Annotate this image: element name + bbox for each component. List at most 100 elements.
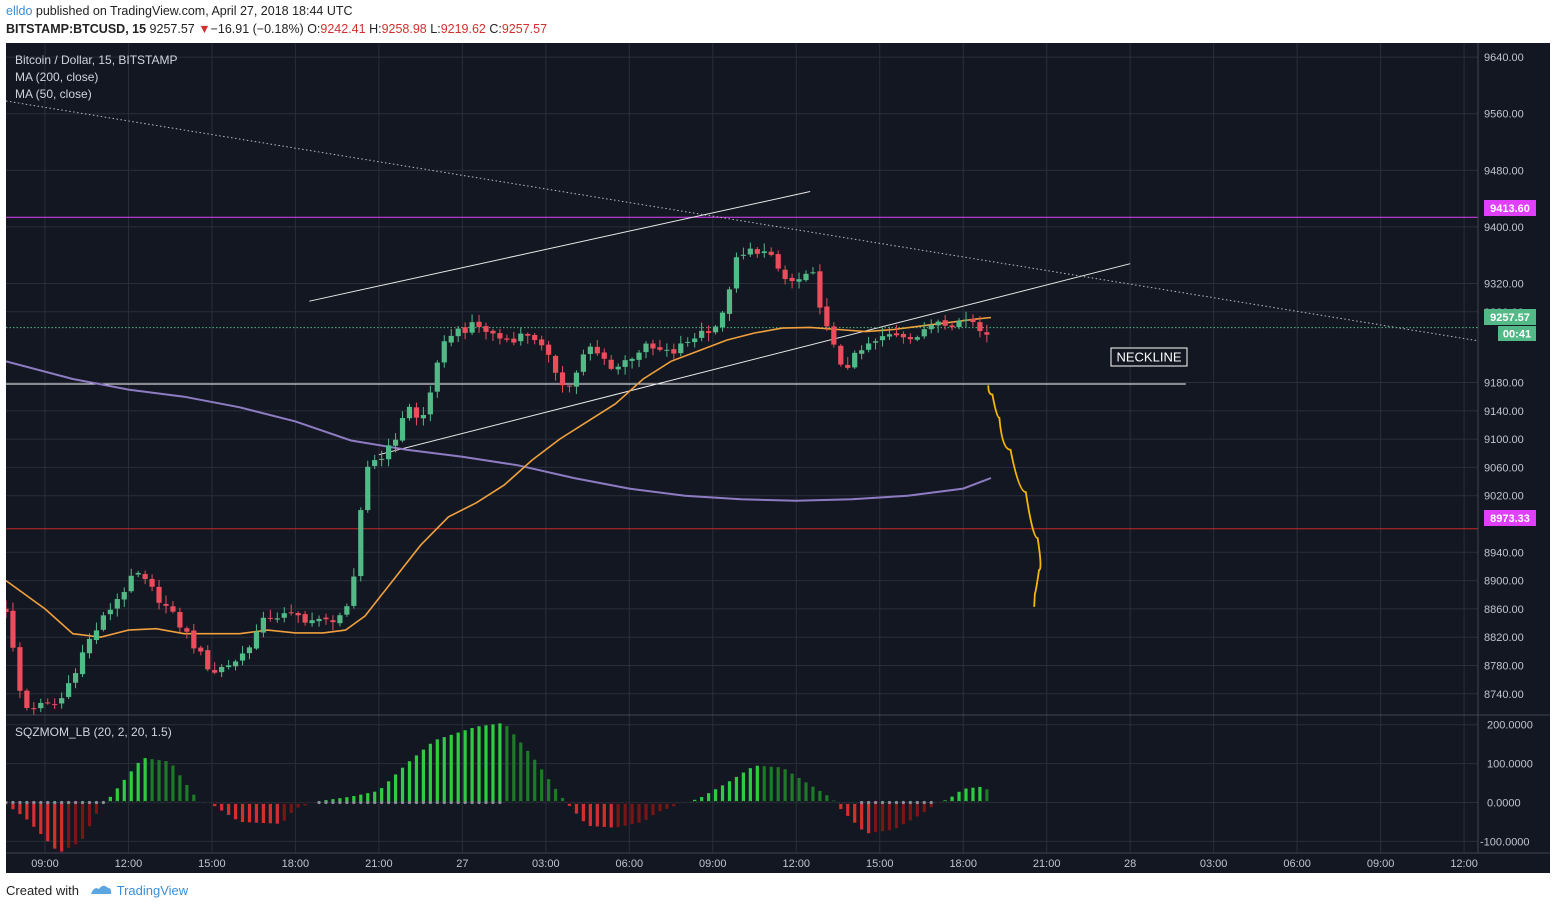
chart-svg[interactable]: 09:00 12:00 15:00 18:00 21:00 27 03:00 06:00 09:… xyxy=(3,43,1550,873)
squeeze-dot xyxy=(254,800,259,805)
momentum-bar xyxy=(359,794,363,803)
squeeze-dot xyxy=(32,800,36,805)
candle-body xyxy=(170,606,176,612)
candle-body xyxy=(413,407,420,418)
momentum-bar xyxy=(32,802,36,827)
momentum-bar xyxy=(387,781,391,803)
momentum-bar xyxy=(860,802,864,830)
squeeze-dot xyxy=(846,800,850,805)
upper-price-tag xyxy=(1484,200,1536,216)
legend-ma50[interactable]: MA (50, close) xyxy=(15,87,92,101)
candle-body xyxy=(358,510,364,577)
candle-body xyxy=(740,254,746,256)
candle-body xyxy=(733,257,740,289)
candle-body xyxy=(420,414,426,419)
momentum-bar xyxy=(964,788,968,803)
candle-body xyxy=(274,618,280,620)
squeeze-dot xyxy=(359,800,363,805)
candle-body xyxy=(796,279,802,282)
momentum-bar xyxy=(630,802,634,825)
momentum-bar xyxy=(957,791,961,803)
neckline-box[interactable] xyxy=(1110,347,1188,367)
last-price-text: 9257.57 xyxy=(1490,312,1530,324)
momentum-bar xyxy=(498,723,502,803)
tradingview-logo-icon[interactable] xyxy=(89,883,113,900)
candle-body xyxy=(845,364,851,368)
osc-tick-label: 200.0000 xyxy=(1487,720,1533,732)
momentum-bar xyxy=(595,802,599,827)
squeeze-dot xyxy=(206,800,210,805)
candle-body xyxy=(754,249,760,254)
squeeze-dot xyxy=(39,800,43,805)
candle-body xyxy=(629,358,635,361)
momentum-bar xyxy=(122,779,126,803)
countdown-text: 00:41 xyxy=(1503,329,1531,341)
squeeze-dot xyxy=(755,800,759,805)
squeeze-dot xyxy=(769,800,773,805)
candle-body xyxy=(886,334,893,337)
lower-price-tag xyxy=(1484,510,1536,526)
x-tick-label: 12:00 xyxy=(115,858,143,870)
candle-body xyxy=(810,272,816,274)
candle-body xyxy=(309,620,315,624)
moving-averages xyxy=(5,316,992,639)
oscillator-legend[interactable]: SQZMOM_LB (20, 2, 20, 1.5) xyxy=(15,725,172,739)
squeeze-dot xyxy=(143,800,147,805)
momentum-bar xyxy=(275,802,279,824)
squeeze-dot xyxy=(407,800,412,805)
momentum-bar xyxy=(567,802,572,806)
momentum-bar xyxy=(338,798,342,803)
squeeze-dot xyxy=(428,800,432,805)
drawing-lines[interactable] xyxy=(5,100,1479,530)
squeeze-dot xyxy=(87,800,92,805)
squeeze-dot xyxy=(46,800,50,805)
momentum-bar xyxy=(720,785,725,803)
candle-body xyxy=(726,289,733,314)
momentum-bar xyxy=(978,786,982,803)
candle-body xyxy=(302,614,308,623)
squeeze-dot xyxy=(825,800,829,805)
squeeze-dot xyxy=(393,800,398,805)
candle-body xyxy=(205,650,211,670)
candle-body xyxy=(386,445,392,460)
momentum-bar xyxy=(477,726,481,803)
momentum-bar xyxy=(178,775,182,803)
chart-area[interactable]: 09:00 12:00 15:00 18:00 21:00 27 03:00 06:00 09:… xyxy=(3,43,1550,873)
projection-path[interactable] xyxy=(987,385,1042,607)
candle-body xyxy=(532,334,538,341)
candle-body xyxy=(706,331,712,333)
momentum-bar xyxy=(846,802,850,816)
momentum-bar xyxy=(922,802,926,813)
candle-body xyxy=(594,346,600,354)
legend-ma200[interactable]: MA (200, close) xyxy=(15,70,98,84)
publisher-link[interactable]: elldo xyxy=(6,4,33,18)
momentum-bar xyxy=(435,739,439,803)
candle-body xyxy=(191,630,197,649)
candle-body xyxy=(956,320,962,328)
momentum-bar xyxy=(790,773,794,803)
candle-body xyxy=(163,603,169,606)
momentum-bar xyxy=(602,802,606,827)
momentum-bar xyxy=(73,802,78,845)
squeeze-dot xyxy=(790,800,794,805)
momentum-bar xyxy=(185,784,189,803)
squeeze-dot xyxy=(651,800,655,805)
squeeze-dot xyxy=(366,800,370,805)
momentum-bar xyxy=(560,797,565,803)
tradingview-link[interactable]: TradingView xyxy=(116,883,189,898)
squeeze-dot xyxy=(950,800,954,805)
quote-line: BITSTAMP:BTCUSD, 15 9257.57 ▼−16.91 (−0.… xyxy=(6,22,547,36)
momentum-bar xyxy=(853,802,857,823)
candle-body xyxy=(518,333,524,342)
squeeze-dot xyxy=(11,800,15,805)
candle-body xyxy=(177,612,183,628)
x-tick-label: 06:00 xyxy=(1283,858,1311,870)
created-with-label: Created with xyxy=(6,883,79,898)
candle-body xyxy=(219,666,225,673)
candle-body xyxy=(135,572,141,575)
momentum-bar xyxy=(393,774,398,803)
squeeze-dot xyxy=(540,800,544,805)
y-tick-label: 8820.00 xyxy=(1484,632,1524,644)
candle-body xyxy=(79,652,86,675)
squeeze-dot xyxy=(129,800,133,805)
